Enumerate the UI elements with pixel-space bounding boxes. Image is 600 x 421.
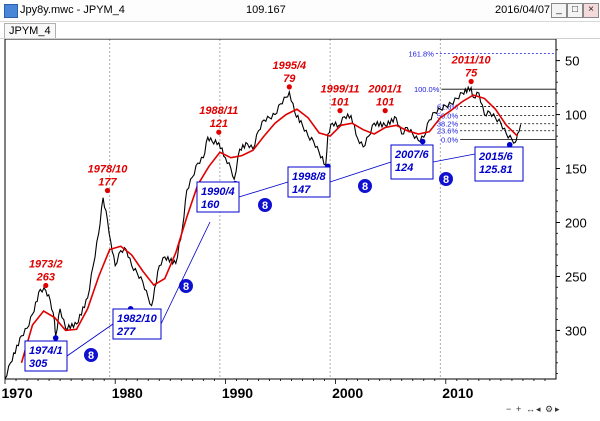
peak-dot xyxy=(216,129,222,135)
cycle-eight-badge xyxy=(179,279,193,293)
fib-level-label: 50.0% xyxy=(437,112,459,121)
trough-label-box xyxy=(24,340,68,372)
title-bar: Jpy8y.mwc - JPYM_4 109.167 2016/04/07 _ … xyxy=(0,0,600,22)
current-date: 2016/04/07 xyxy=(495,4,551,16)
trough-date-label: 1982/10 xyxy=(117,313,158,325)
trough-date-label: 1998/8 xyxy=(292,171,327,183)
peak-value-label: 101 xyxy=(376,97,394,109)
cycle-eight-badge xyxy=(439,172,453,186)
peak-value-label: 101 xyxy=(331,97,349,109)
tab-jpym[interactable]: JPYM_4 xyxy=(4,23,56,38)
cycle-connector-line xyxy=(66,323,114,357)
cycle-connector-line xyxy=(432,153,476,163)
fib-level-label: 100.0% xyxy=(414,85,440,94)
peak-dot xyxy=(337,108,343,114)
peak-dot xyxy=(382,108,388,114)
peak-date-label: 2001/1 xyxy=(367,84,402,96)
peak-date-label: 1988/11 xyxy=(199,105,238,117)
trough-value-label: 160 xyxy=(201,199,220,211)
peak-date-label: 1973/2 xyxy=(29,258,63,270)
moving-average-line xyxy=(20,94,518,364)
cycle-eight-badge xyxy=(258,198,272,212)
fib-level-label: 0.0% xyxy=(441,135,458,144)
trough-label-box xyxy=(112,308,162,340)
cycle-connector-line xyxy=(160,221,211,325)
peak-date-label: 1999/11 xyxy=(321,84,360,96)
fib-level-label: 38.2% xyxy=(437,120,459,129)
trough-dot xyxy=(52,335,59,341)
close-button[interactable]: × xyxy=(583,3,599,18)
peak-dot xyxy=(104,187,111,194)
chart-app-icon xyxy=(4,4,18,18)
minimize-button[interactable]: _ xyxy=(551,3,567,18)
trough-label-box xyxy=(196,181,240,213)
trough-date-label: 1990/4 xyxy=(201,186,235,198)
peak-date-label: 1978/10 xyxy=(88,164,129,176)
x-tick-label: 1970 xyxy=(1,385,32,401)
current-price-value: 109.167 xyxy=(246,4,286,16)
y-tick-label: 50 xyxy=(565,54,579,69)
scroll-right-button[interactable]: ▸ xyxy=(555,404,560,414)
y-tick-label: 250 xyxy=(565,269,587,284)
tab-bar: JPYM_4 xyxy=(0,22,600,39)
trough-value-label: 305 xyxy=(29,358,48,370)
trough-value-label: 124 xyxy=(395,162,413,174)
y-tick-label: 300 xyxy=(565,323,587,338)
y-tick-label: 100 xyxy=(565,108,587,123)
cycle-eight-label: 8 xyxy=(183,281,189,293)
price-series-line xyxy=(4,85,522,380)
fib-level-label: 23.6% xyxy=(437,127,459,136)
zoom-fit-button[interactable]: ↔ xyxy=(526,404,535,414)
cycle-eight-badge xyxy=(84,348,98,362)
chart-navigation: − + ↔ ◂ ⚙ ▸ xyxy=(506,404,560,414)
peak-value-label: 79 xyxy=(283,73,296,85)
peak-date-label: 1995/4 xyxy=(272,60,306,72)
peak-dot xyxy=(43,282,49,289)
cycle-eight-badge xyxy=(358,179,372,193)
trough-value-label: 147 xyxy=(292,184,311,196)
trough-date-label: 2007/6 xyxy=(394,149,430,161)
trough-dot xyxy=(419,138,426,145)
peak-value-label: 263 xyxy=(36,271,55,283)
x-tick-label: 2010 xyxy=(442,385,473,401)
peak-dot xyxy=(468,78,474,85)
trough-label-box xyxy=(474,146,524,182)
y-tick-label: 150 xyxy=(565,162,587,177)
zoom-out-button[interactable]: − xyxy=(506,404,511,414)
fib-level-label: 161.8% xyxy=(408,49,434,58)
price-chart: 161.8%100.0%61.8%50.0%38.2%23.6%0.0% 197… xyxy=(0,39,600,421)
zoom-in-button[interactable]: + xyxy=(516,404,521,414)
settings-button[interactable]: ⚙ xyxy=(545,404,553,414)
peak-value-label: 75 xyxy=(465,67,478,79)
trough-value-label: 277 xyxy=(116,326,136,338)
cycle-eight-label: 8 xyxy=(362,181,368,193)
peak-value-label: 121 xyxy=(210,118,228,130)
peak-date-label: 2011/10 xyxy=(451,54,492,66)
trough-value-label: 125.81 xyxy=(479,164,513,176)
cycle-connector-line xyxy=(329,161,392,183)
restore-button[interactable]: □ xyxy=(567,3,583,18)
cycle-connector-line xyxy=(238,181,289,198)
x-tick-label: 1980 xyxy=(112,385,143,401)
cycle-eight-label: 8 xyxy=(88,350,94,362)
cycle-eight-label: 8 xyxy=(262,200,268,212)
window-title: Jpy8y.mwc - JPYM_4 xyxy=(20,4,125,16)
trough-dot xyxy=(506,141,513,148)
trough-label-box xyxy=(287,166,331,198)
cycle-eight-label: 8 xyxy=(443,174,449,186)
y-tick-label: 200 xyxy=(565,215,587,230)
peak-value-label: 177 xyxy=(98,177,117,189)
trough-date-label: 1974/1 xyxy=(29,345,63,357)
x-tick-label: 2000 xyxy=(332,385,363,401)
trough-date-label: 2015/6 xyxy=(478,151,514,163)
peak-dot xyxy=(286,84,292,90)
scroll-left-button[interactable]: ◂ xyxy=(536,404,541,414)
x-tick-label: 1990 xyxy=(222,385,253,401)
